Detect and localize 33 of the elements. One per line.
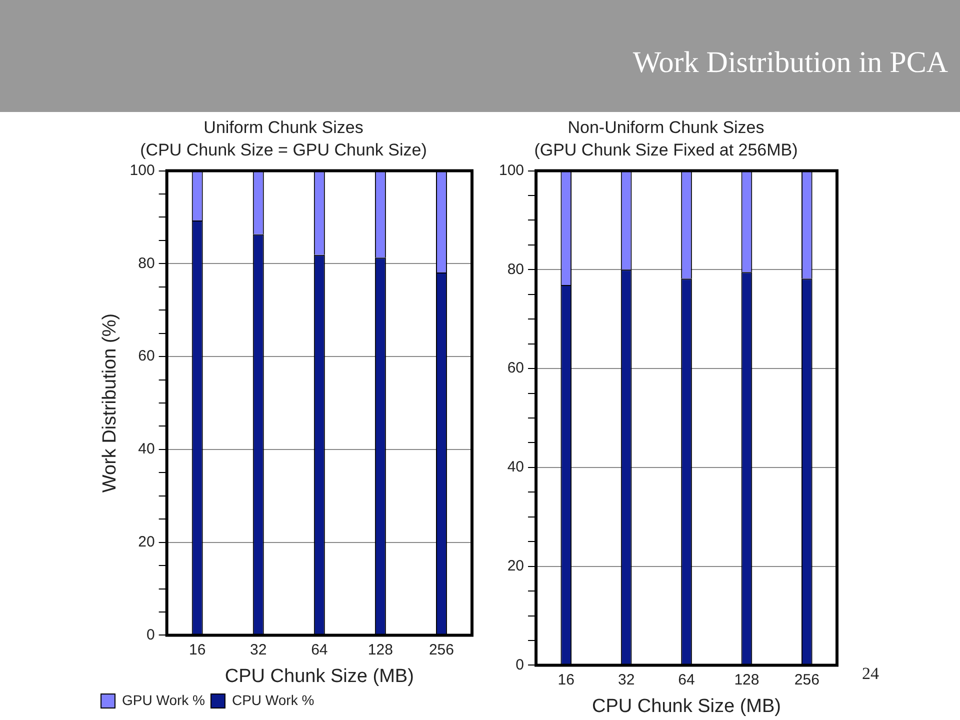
- legend-label: CPU Work %: [232, 692, 314, 708]
- chart-subtitle: (GPU Chunk Size Fixed at 256MB): [534, 140, 798, 160]
- x-tick-label: 16: [189, 641, 206, 658]
- y-tick-label: 0: [146, 626, 155, 644]
- y-tick-label: 80: [507, 260, 524, 278]
- x-tick-label: 16: [558, 671, 574, 688]
- x-tick-label: 256: [428, 641, 454, 658]
- legend-label: GPU Work %: [122, 692, 205, 708]
- x-tick-label: 128: [734, 671, 760, 688]
- x-tick-label: 256: [794, 671, 820, 688]
- x-tick-label: 128: [368, 641, 393, 658]
- y-tick-label: 100: [498, 162, 524, 179]
- text: 24: [862, 664, 879, 684]
- x-tick-label: 64: [311, 641, 328, 658]
- y-tick-label: 40: [507, 458, 524, 476]
- chart-title: Uniform Chunk Sizes: [204, 118, 364, 137]
- y-tick-label: 0: [516, 656, 524, 674]
- y-tick-label: 100: [130, 162, 155, 179]
- y-tick-label: 40: [138, 440, 155, 458]
- y-tick-label: 20: [507, 557, 524, 574]
- x-tick-label: 64: [678, 671, 695, 688]
- chart-title: Non-Uniform Chunk Sizes: [568, 118, 764, 137]
- y-axis-title: Work Distribution (%): [100, 313, 121, 493]
- x-axis-title: CPU Chunk Size (MB): [592, 696, 782, 717]
- text: Work Distribution in PCA: [632, 46, 948, 80]
- x-tick-label: 32: [618, 671, 635, 688]
- y-tick-label: 20: [138, 533, 155, 550]
- y-tick-label: 60: [507, 360, 524, 377]
- x-axis-title: CPU Chunk Size (MB): [224, 666, 414, 687]
- y-tick-label: 80: [138, 254, 155, 272]
- x-tick-label: 32: [250, 641, 267, 658]
- chart-subtitle: (CPU Chunk Size = GPU Chunk Size): [140, 140, 427, 160]
- y-tick-label: 60: [138, 348, 155, 365]
